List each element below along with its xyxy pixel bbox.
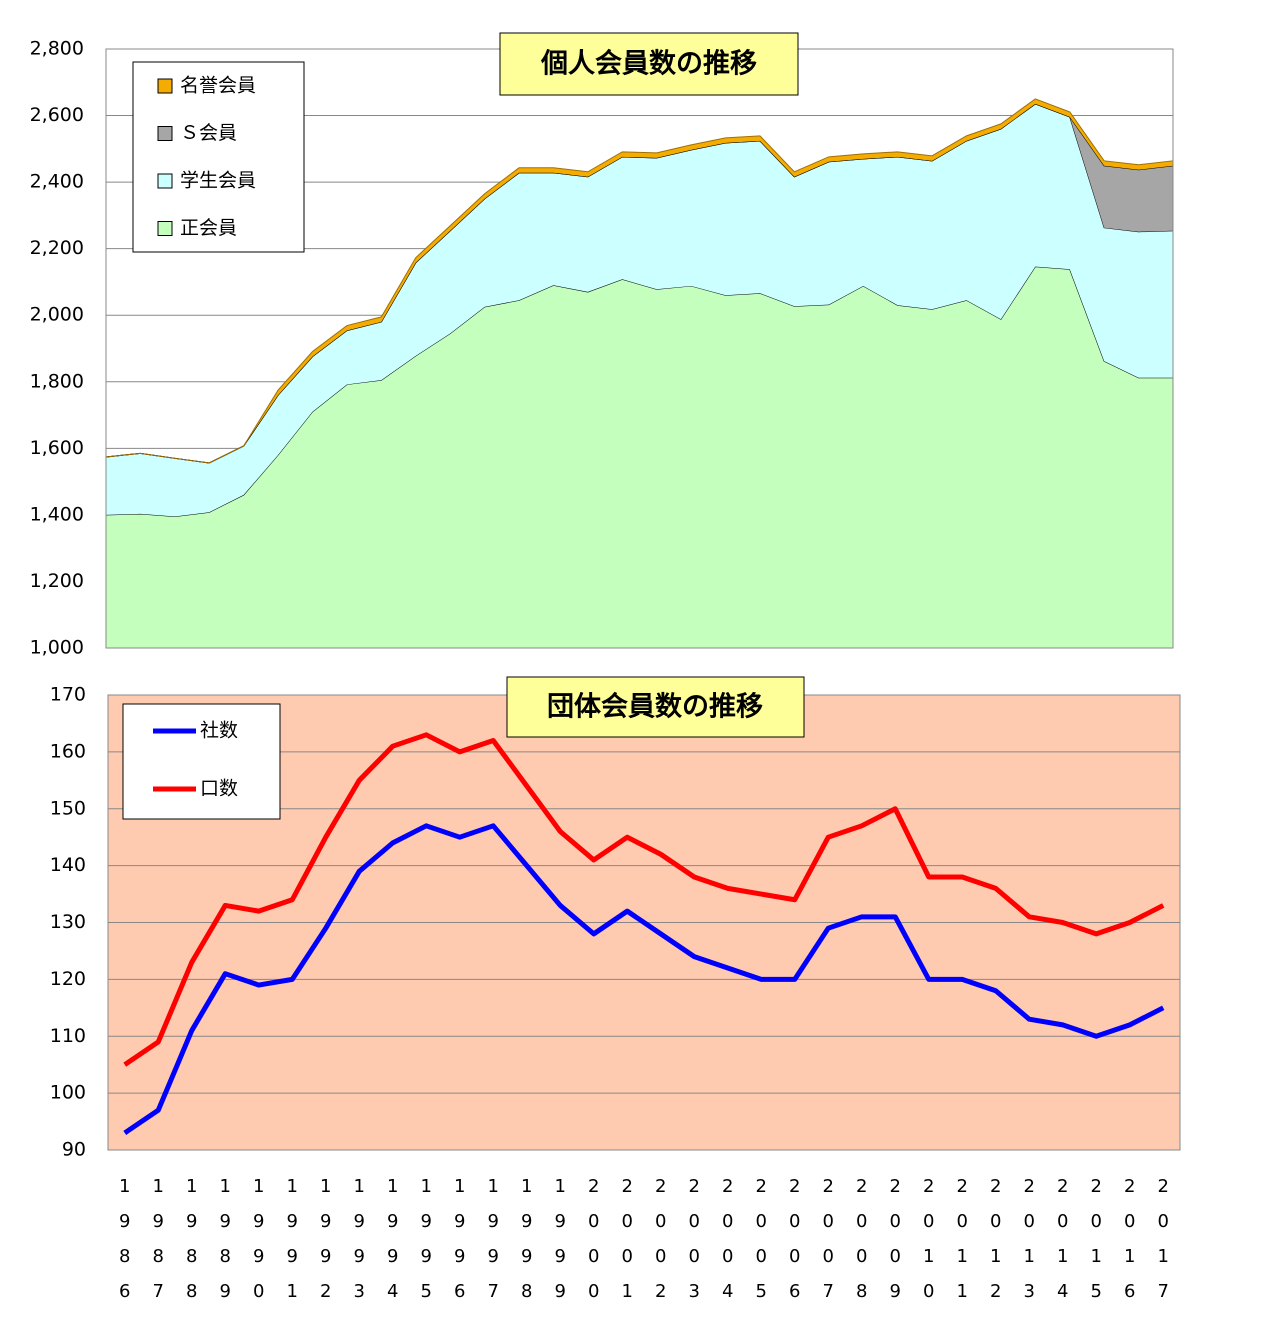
y-tick-label: 120 (50, 968, 86, 990)
x-tick-label: 1996 (449, 1176, 470, 1316)
area-edge (105, 98, 1174, 464)
x-tick-label: 2000 (583, 1176, 604, 1316)
x-tick-label: 1991 (282, 1176, 303, 1316)
area (106, 103, 1173, 517)
y-tick-label: 1,400 (30, 503, 84, 525)
legend-label: 口数 (200, 778, 238, 800)
x-tick-label: 1986 (114, 1176, 135, 1316)
y-tick-label: 110 (50, 1025, 86, 1047)
line (123, 732, 1165, 1067)
y-tick-label: 2,000 (30, 304, 84, 326)
x-tick-label: 2013 (1019, 1176, 1040, 1316)
x-tick-label: 2003 (684, 1176, 705, 1316)
y-tick-label: 1,600 (30, 437, 84, 459)
y-tick-label: 140 (50, 854, 86, 876)
x-tick-label: 2004 (717, 1176, 738, 1316)
x-tick-label: 2008 (851, 1176, 872, 1316)
x-tick-label: 2002 (650, 1176, 671, 1316)
y-tick-label: 160 (50, 740, 86, 762)
title-box (506, 676, 805, 738)
x-tick-label: 2001 (617, 1176, 638, 1316)
chart-title: 個人会員数の推移 (540, 49, 757, 80)
legend-label: 正会員 (180, 217, 237, 239)
x-tick-label: 1997 (483, 1176, 504, 1316)
y-tick-label: 1,000 (30, 637, 84, 659)
x-tick-label: 1990 (248, 1176, 269, 1316)
x-tick-label: 2014 (1052, 1176, 1073, 1316)
x-tick-label: 1988 (181, 1176, 202, 1316)
y-tick-label: 130 (50, 911, 86, 933)
y-tick-label: 90 (62, 1139, 86, 1161)
y-tick-label: 2,800 (30, 38, 84, 60)
x-tick-label: 1995 (416, 1176, 437, 1316)
x-tick-label: 1987 (148, 1176, 169, 1316)
x-tick-label: 2017 (1153, 1176, 1174, 1316)
x-tick-label: 1989 (215, 1176, 236, 1316)
legend-swatch (157, 173, 173, 189)
legend-label: Ｓ会員 (180, 122, 237, 144)
x-tick-label: 2010 (918, 1176, 939, 1316)
legend-label: 学生会員 (180, 170, 256, 192)
x-tick-label: 2012 (985, 1176, 1006, 1316)
chart-title: 団体会員数の推移 (547, 692, 763, 723)
y-tick-label: 1,200 (30, 570, 84, 592)
area (106, 266, 1173, 648)
legend-label: 名誉会員 (180, 75, 256, 97)
x-tick-label: 2006 (784, 1176, 805, 1316)
y-tick-label: 1,800 (30, 370, 84, 392)
x-tick-label: 1998 (516, 1176, 537, 1316)
x-tick-label: 1993 (349, 1176, 370, 1316)
x-tick-label: 2005 (751, 1176, 772, 1316)
title-box (499, 32, 799, 96)
legend-box (122, 703, 281, 820)
x-tick-label: 1992 (315, 1176, 336, 1316)
x-tick-label: 2011 (952, 1176, 973, 1316)
x-tick-label: 1999 (550, 1176, 571, 1316)
line (123, 823, 1165, 1136)
y-tick-label: 2,600 (30, 104, 84, 126)
legend-swatch (157, 126, 173, 141)
legend-box (132, 61, 305, 253)
y-tick-label: 170 (50, 684, 86, 706)
legend-swatch (157, 221, 173, 236)
x-tick-label: 2016 (1119, 1176, 1140, 1316)
legend-swatch (157, 78, 173, 94)
x-tick-label: 2007 (818, 1176, 839, 1316)
x-tick-label: 2009 (885, 1176, 906, 1316)
y-tick-label: 100 (50, 1082, 86, 1104)
y-tick-label: 150 (50, 797, 86, 819)
y-tick-label: 2,400 (30, 171, 84, 193)
legend-label: 社数 (200, 720, 238, 742)
x-tick-label: 2015 (1086, 1176, 1107, 1316)
y-tick-label: 2,200 (30, 237, 84, 259)
x-tick-label: 1994 (382, 1176, 403, 1316)
